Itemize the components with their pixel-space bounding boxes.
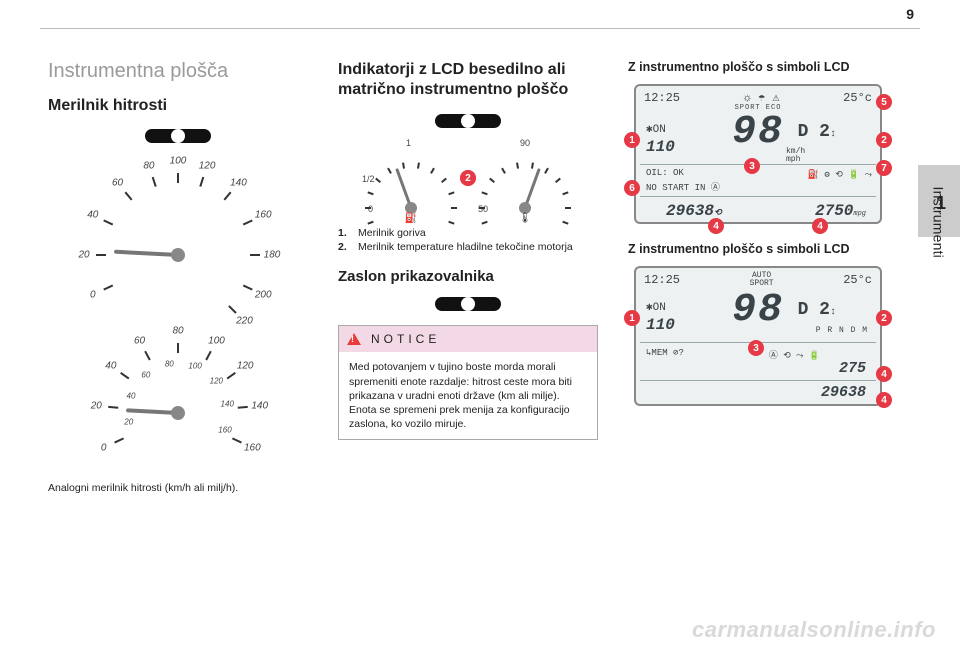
- callout-4: 4: [876, 366, 892, 382]
- callout-5: 5: [876, 94, 892, 110]
- page: 9 1 Instrumenti Instrumentna plošča Meri…: [0, 0, 960, 649]
- callout-2: 2: [876, 310, 892, 326]
- lcd-gear: D 2↕: [798, 122, 836, 142]
- knob-icon: [145, 125, 211, 147]
- knob-icon: [435, 293, 501, 315]
- lcd-bottom-icons: ⛽ ⚙ ⟲ 🔋 ⤳: [808, 170, 872, 180]
- callout-7: 7: [876, 160, 892, 176]
- lcd-mem: ↳MEM ⊘?: [646, 348, 684, 358]
- lcd-unit: km/h mph: [786, 148, 805, 164]
- fuel-gauge: 1/2 1 0 ⛽ 1: [366, 140, 456, 220]
- lcd-time: 12:25: [644, 91, 680, 105]
- heading-lcd-b: Z instrumentno ploščo s simboli LCD: [628, 242, 888, 256]
- knob-icon: [435, 110, 501, 132]
- gauge-list: 1.Merilnik goriva2.Merilnik temperature …: [338, 226, 598, 254]
- callout-4: 4: [812, 218, 828, 234]
- notice-body: Med potovanjem v tujino boste morda mora…: [339, 352, 597, 439]
- callout-4: 4: [708, 218, 724, 234]
- lcd-big: 98: [732, 110, 784, 155]
- lcd-b-wrap: 12:25 AUTO SPORT 25°c 98 D 2↕ P R N D M …: [634, 266, 882, 406]
- temp-gauge: 90 50 🌡 2: [480, 140, 570, 220]
- lcd-a: 12:25 ☼ ☂ ⚠ 25°c SPORT ECO 98 D 2↕ ✱ON 1…: [634, 84, 882, 224]
- speedometer-big: 020406080100120140160180200220: [78, 155, 278, 325]
- notice-box: NOTICE Med potovanjem v tujino boste mor…: [338, 325, 598, 440]
- lcd-nostart: NO START IN Ⓐ: [646, 180, 720, 193]
- lcd-top-icons: ☼ ☂ ⚠: [744, 90, 780, 105]
- notice-head: NOTICE: [339, 326, 597, 352]
- speedometer-small: 0204060801001201401602040608010012014016…: [78, 325, 278, 475]
- heading-speedometer: Merilnik hitrosti: [48, 97, 308, 115]
- col-3: Z instrumentno ploščo s simboli LCD 12:2…: [628, 60, 888, 619]
- callout-6: 6: [624, 180, 640, 196]
- lcd-time: 12:25: [644, 273, 680, 287]
- lcd-right-icons: Ⓐ ⟲ ⤳ 🔋: [769, 348, 820, 361]
- col-1: Instrumentna plošča Merilnik hitrosti 02…: [48, 60, 308, 619]
- lcd-odo2: 29638: [821, 384, 866, 401]
- gauge-row: 1/2 1 0 ⛽ 1 90 50 🌡 2: [338, 140, 598, 220]
- side-tab-text: Instrumenti: [930, 187, 946, 258]
- lcd-on: ✱ON: [646, 300, 666, 314]
- heading-display: Zaslon prikazovalnika: [338, 268, 598, 285]
- lcd-speed: 110: [646, 316, 675, 334]
- heading-main: Instrumentna plošča: [48, 60, 308, 83]
- callout-2: 2: [876, 132, 892, 148]
- warning-icon: [347, 333, 361, 345]
- notice-title: NOTICE: [371, 332, 440, 346]
- lcd-gear: D 2↕: [798, 300, 836, 320]
- list-item: 2.Merilnik temperature hladilne tekočine…: [338, 240, 598, 254]
- callout-3: 3: [744, 158, 760, 174]
- lcd-auto: AUTO SPORT: [750, 272, 774, 288]
- lcd-oil: OIL: OK: [646, 168, 684, 178]
- callout-1: 1: [624, 310, 640, 326]
- col-2: Indikatorji z LCD besedilno ali matrično…: [338, 60, 598, 619]
- callout-2: 2: [460, 170, 476, 186]
- lcd-big: 98: [732, 288, 784, 333]
- page-number: 9: [906, 6, 914, 22]
- list-item: 1.Merilnik goriva: [338, 226, 598, 240]
- fuel-icon: ⛽: [405, 213, 417, 224]
- callout-3: 3: [748, 340, 764, 356]
- lcd-odo1: 275: [839, 360, 866, 377]
- lcd-temp: 25°c: [843, 273, 872, 287]
- lcd-a-wrap: 12:25 ☼ ☂ ⚠ 25°c SPORT ECO 98 D 2↕ ✱ON 1…: [634, 84, 882, 224]
- lcd-temp: 25°c: [843, 91, 872, 105]
- heading-lcd-a: Z instrumentno ploščo s simboli LCD: [628, 60, 888, 74]
- caption-analog: Analogni merilnik hitrosti (km/h ali mil…: [48, 481, 308, 495]
- lcd-speed: 110: [646, 138, 675, 156]
- top-rule: [40, 28, 920, 29]
- watermark: carmanualsonline.info: [692, 617, 936, 643]
- callout-4: 4: [876, 392, 892, 408]
- lcd-b: 12:25 AUTO SPORT 25°c 98 D 2↕ P R N D M …: [634, 266, 882, 406]
- lcd-prnd: P R N D M: [816, 326, 868, 335]
- lcd-on: ✱ON: [646, 122, 666, 136]
- temp-icon: 🌡: [519, 213, 532, 224]
- columns: Instrumentna plošča Merilnik hitrosti 02…: [48, 60, 888, 619]
- callout-1: 1: [624, 132, 640, 148]
- heading-lcd-indicators: Indikatorji z LCD besedilno ali matrično…: [338, 60, 598, 100]
